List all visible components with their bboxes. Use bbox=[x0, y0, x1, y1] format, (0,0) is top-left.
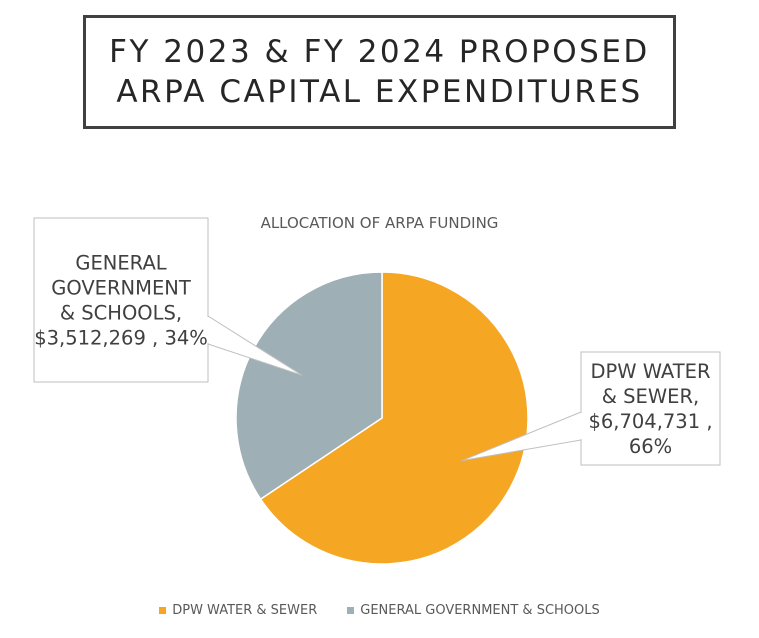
data-label-general-line-0: GENERAL bbox=[75, 252, 166, 275]
data-label-dpw-box bbox=[580, 351, 721, 466]
legend-label-general: GENERAL GOVERNMENT & SCHOOLS bbox=[360, 603, 600, 618]
title-box: FY 2023 & FY 2024 PROPOSED ARPA CAPITAL … bbox=[83, 15, 676, 129]
chart-title: ALLOCATION OF ARPA FUNDING bbox=[260, 214, 499, 232]
legend-item-dpw: DPW WATER & SEWER bbox=[159, 603, 317, 618]
data-label-dpw-line-1: & SEWER, bbox=[602, 385, 699, 408]
data-label-dpw: DPW WATER& SEWER,$6,704,731 ,66% bbox=[461, 351, 721, 466]
data-label-general-line-1: GOVERNMENT bbox=[51, 277, 191, 300]
legend-item-general: GENERAL GOVERNMENT & SCHOOLS bbox=[347, 603, 600, 618]
legend-swatch-general bbox=[347, 607, 355, 614]
pie-slice-dpw bbox=[259, 271, 529, 565]
data-label-dpw-line-3: 66% bbox=[629, 435, 672, 458]
page-title-line-1: FY 2023 & FY 2024 PROPOSED bbox=[109, 34, 650, 70]
data-label-general-box bbox=[33, 217, 209, 383]
chart-legend: DPW WATER & SEWER GENERAL GOVERNMENT & S… bbox=[0, 603, 759, 618]
data-label-dpw-line-2: $6,704,731 , bbox=[588, 410, 712, 433]
data-label-dpw-line-0: DPW WATER bbox=[590, 360, 710, 383]
data-label-general-line-3: $3,512,269 , 34% bbox=[34, 327, 208, 350]
legend-swatch-dpw bbox=[159, 607, 167, 614]
legend-label-dpw: DPW WATER & SEWER bbox=[172, 603, 318, 618]
page-title-line-2: ARPA CAPITAL EXPENDITURES bbox=[116, 74, 643, 110]
data-label-general-line-2: & SCHOOLS, bbox=[60, 302, 182, 325]
